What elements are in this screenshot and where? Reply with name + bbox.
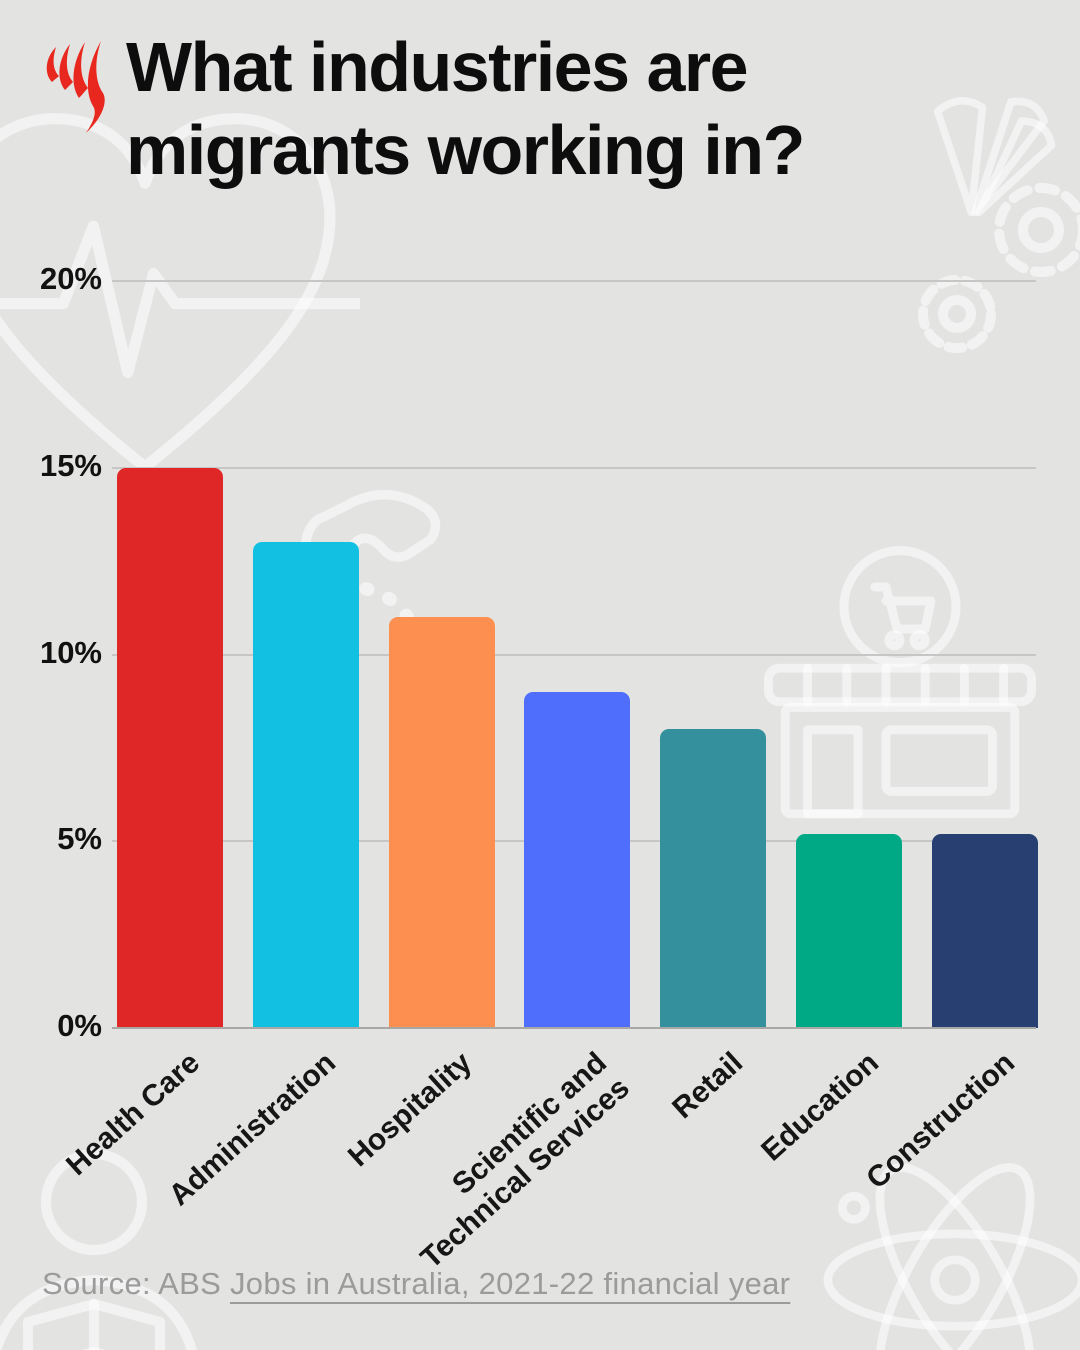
y-axis-tick-label: 20% [39, 261, 102, 296]
page-title: What industries are migrants working in? [126, 28, 805, 189]
source-prefix: Source: ABS [42, 1266, 230, 1301]
source-link[interactable]: Jobs in Australia, 2021-22 financial yea… [229, 1266, 791, 1301]
y-axis-tick-label: 0% [57, 1008, 102, 1043]
bar-education [796, 833, 902, 1028]
gridline [112, 466, 1036, 469]
x-axis-label: Health Care [60, 1046, 207, 1183]
x-axis-label: Construction [860, 1046, 1021, 1196]
x-axis-baseline [112, 1027, 1036, 1029]
x-axis-label: Education [755, 1046, 886, 1168]
y-axis-tick-label: 15% [39, 447, 102, 483]
y-axis-tick-label: 5% [57, 821, 102, 857]
source-line: Source: ABS Jobs in Australia, 2021-22 f… [42, 1266, 1042, 1302]
bar-administration [252, 542, 359, 1028]
bar-construction [931, 833, 1038, 1028]
gridline [112, 280, 1036, 282]
bar-retail [660, 729, 767, 1028]
y-axis-tick-label: 10% [39, 634, 102, 670]
bar-scientific-and-technical-services [524, 691, 631, 1028]
bar-hospitality [388, 617, 495, 1028]
x-axis-label: Administration [162, 1046, 342, 1213]
sbs-logo-icon [46, 41, 105, 133]
gridline [112, 653, 1036, 656]
bar-health-care [117, 467, 223, 1028]
